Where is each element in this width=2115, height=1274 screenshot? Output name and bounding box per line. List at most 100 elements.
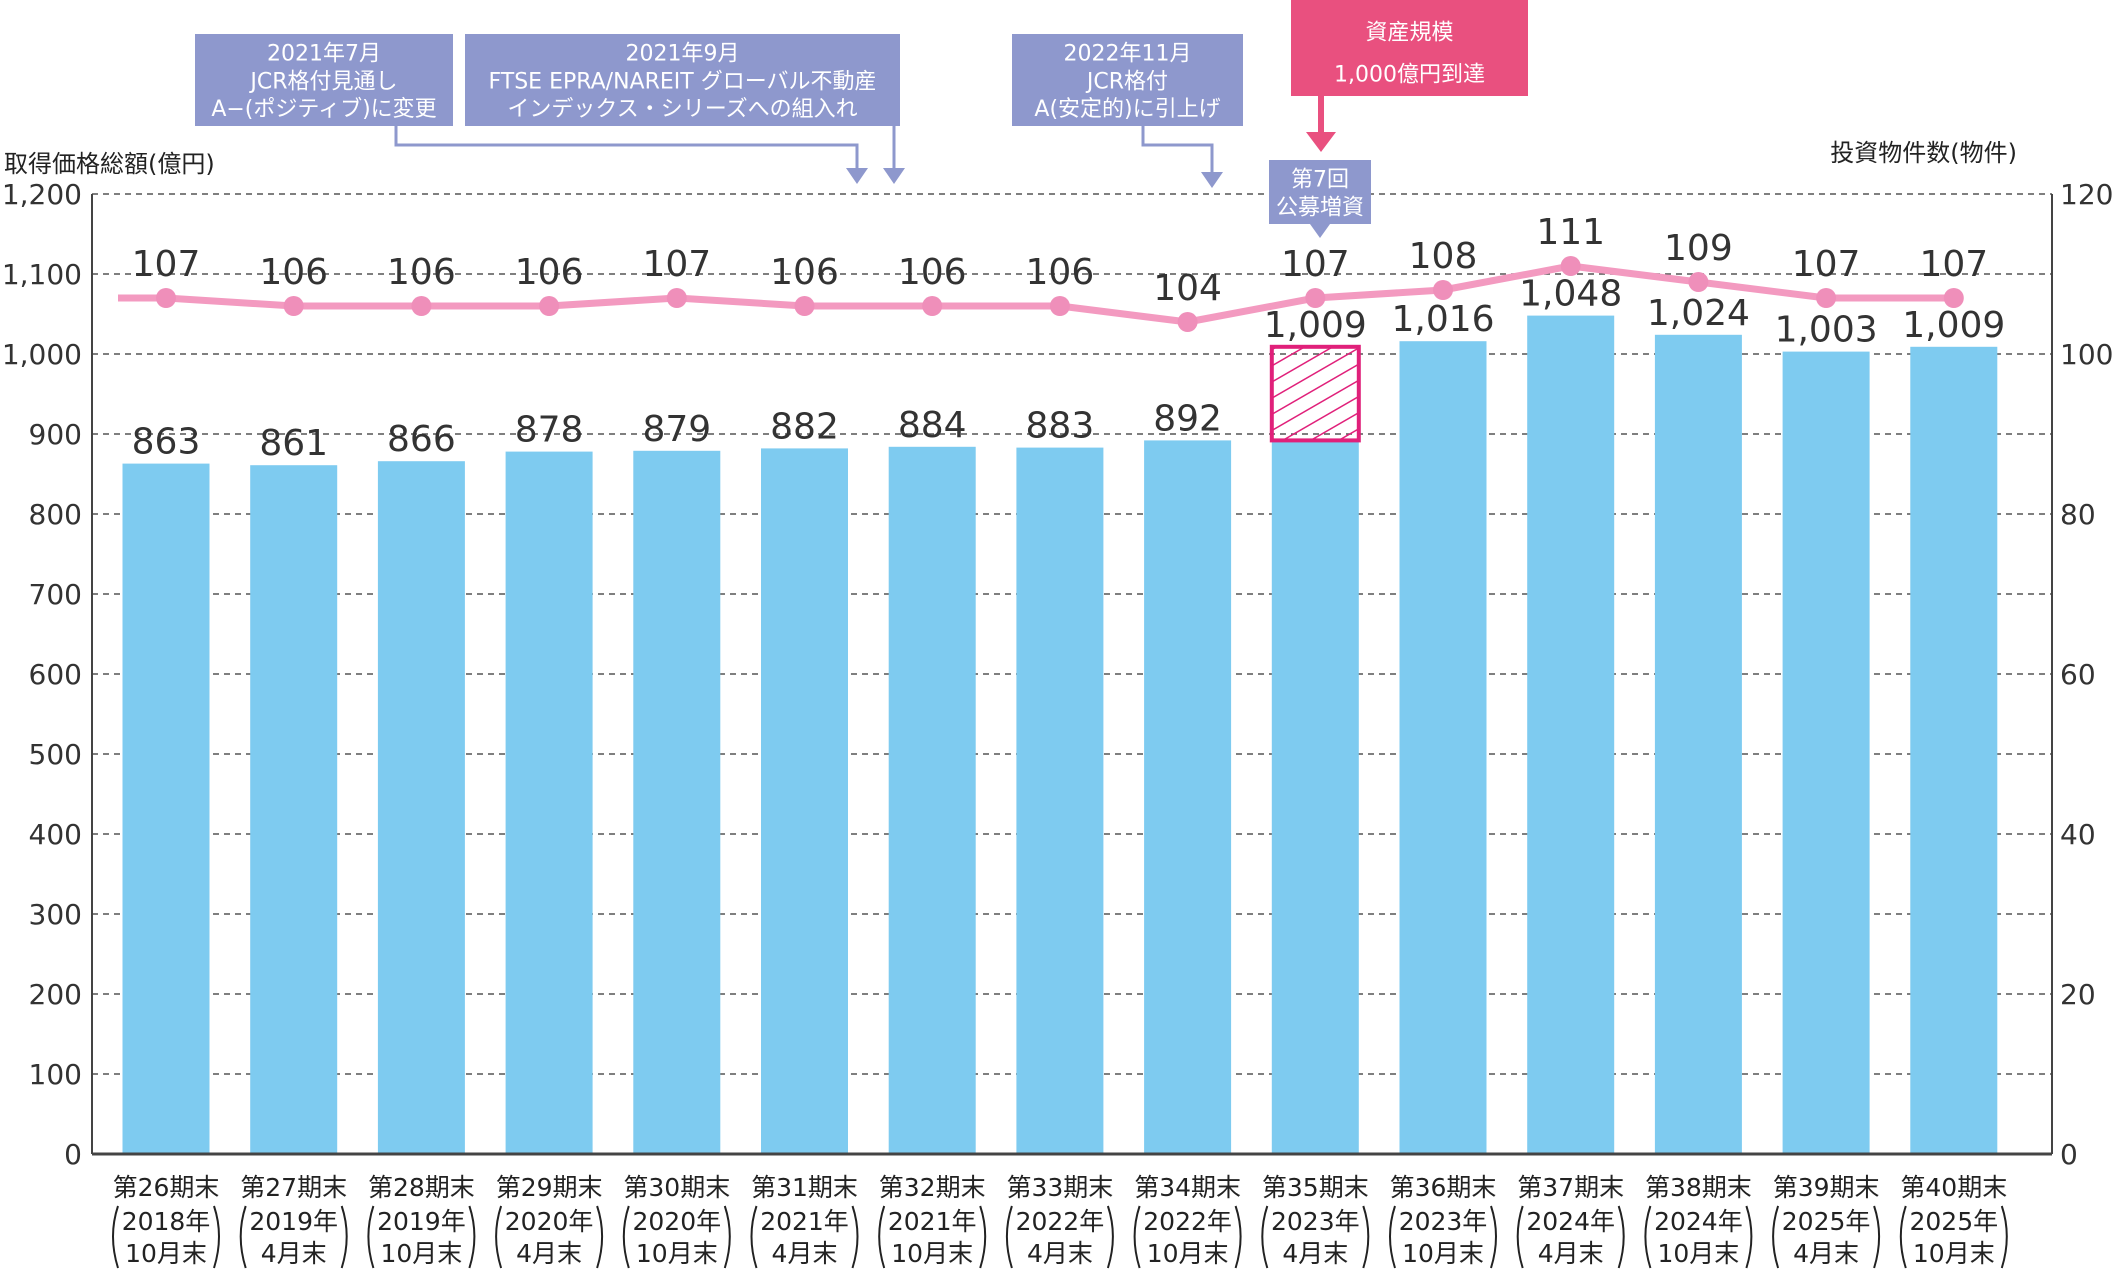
category-period: 第29期末 (496, 1173, 603, 1202)
count-marker (1305, 288, 1326, 308)
annotations: 2021年7月 JCR格付見通し A−(ポジティブ)に変更 2021年9月 FTSE E… (195, 0, 1528, 238)
bar (1271, 440, 1359, 1154)
axes: 01002003004005006007008009001,0001,1001,… (2, 178, 2114, 1171)
category-year: 2021年 (760, 1207, 849, 1236)
pointer-icon (1310, 224, 1330, 238)
open-paren (878, 1205, 886, 1269)
bar-value-label: 1,024 (1647, 293, 1750, 334)
bar-value-label: 1,003 (1775, 310, 1878, 351)
bar (1654, 334, 1742, 1154)
category-month: 10月末 (1657, 1239, 1739, 1268)
y-tick-label: 900 (29, 418, 82, 451)
category-period: 第38期末 (1645, 1173, 1752, 1202)
count-value-label: 111 (1536, 212, 1605, 253)
close-paren (851, 1205, 859, 1269)
count-marker (411, 296, 432, 316)
bar (250, 465, 338, 1154)
y-tick-label: 800 (29, 498, 82, 531)
category-month: 4月末 (1282, 1239, 1348, 1268)
close-paren (596, 1205, 604, 1269)
x-category-label: 第32期末 2021年 10月末 (878, 1173, 987, 1269)
open-paren (1899, 1205, 1907, 1269)
category-month: 10月末 (1147, 1239, 1229, 1268)
annotation-text: 資産規模 (1365, 21, 1453, 46)
left-axis-title: 取得価格総額(億円) (4, 150, 215, 178)
category-month: 4月末 (772, 1239, 838, 1268)
arrow-down-icon (1201, 172, 1223, 188)
count-value-label: 106 (770, 252, 839, 293)
close-paren (468, 1205, 476, 1269)
open-paren (1772, 1205, 1780, 1269)
annotation-text: A−(ポジティブ)に変更 (211, 97, 436, 122)
close-paren (1106, 1205, 1114, 1269)
annotation-text: A(安定的)に引上げ (1034, 97, 1220, 122)
count-line-path (118, 262, 1954, 326)
open-paren (750, 1205, 758, 1269)
open-paren (112, 1205, 119, 1269)
x-category-label: 第29期末 2020年 4月末 (495, 1173, 604, 1269)
bar (122, 463, 210, 1155)
category-period: 第28期末 (368, 1173, 475, 1202)
y-tick-label: 200 (29, 978, 82, 1011)
annotation-text: 第7回 (1291, 167, 1349, 192)
open-paren (1005, 1205, 1013, 1269)
category-month: 10月末 (891, 1239, 973, 1268)
bar-value-label: 892 (1153, 398, 1222, 439)
x-category-label: 第38期末 2024年 10月末 (1644, 1173, 1753, 1269)
category-period: 第35期末 (1262, 1173, 1369, 1202)
annotation-text: 公募増資 (1276, 195, 1364, 220)
x-category-label: 第39期末 2025年 4月末 (1772, 1173, 1881, 1269)
x-category-label: 第40期末 2025年 10月末 (1899, 1173, 2008, 1269)
x-category-label: 第28期末 2019年 10月末 (367, 1173, 476, 1269)
count-marker (1433, 280, 1453, 300)
count-marker (1688, 272, 1709, 292)
close-paren (1490, 1205, 1497, 1269)
category-period: 第31期末 (751, 1173, 858, 1202)
annotation-text: JCR格付 (1085, 69, 1168, 94)
category-period: 第34期末 (1134, 1173, 1241, 1202)
category-year: 2025年 (1782, 1207, 1871, 1236)
bar (1527, 315, 1615, 1155)
open-paren (1133, 1205, 1141, 1269)
close-paren (1362, 1205, 1370, 1269)
open-paren (1644, 1205, 1652, 1269)
y-tick-label: 300 (29, 898, 82, 931)
y2-tick-label: 0 (2060, 1138, 2078, 1171)
annotation-box: 資産規模 1,000億円到達 (1291, 0, 1528, 96)
category-year: 2024年 (1654, 1207, 1743, 1236)
bar-value-label: 882 (770, 406, 839, 447)
bar-value-label: 1,009 (1902, 305, 2005, 346)
y-tick-label: 500 (29, 738, 82, 771)
count-value-label: 109 (1664, 228, 1733, 269)
bar (1782, 351, 1870, 1155)
arrow-down-icon (883, 168, 905, 184)
bar-value-label: 879 (642, 409, 711, 450)
open-paren (1261, 1205, 1269, 1269)
count-value-label: 107 (132, 244, 201, 285)
y-tick-label: 1,200 (2, 178, 82, 211)
bars (122, 315, 1998, 1155)
right-axis-title: 投資物件数(物件) (1830, 139, 2017, 167)
annotation-text: 2022年11月 (1064, 41, 1192, 66)
bar-value-label: 884 (898, 405, 967, 446)
hatched-offering-segment (1269, 344, 1361, 443)
category-month: 4月末 (1793, 1239, 1859, 1268)
x-category-label: 第37期末 2024年 4月末 (1516, 1173, 1625, 1269)
open-paren (495, 1205, 503, 1269)
category-year: 2019年 (377, 1207, 466, 1236)
y-tick-label: 100 (29, 1058, 82, 1091)
count-marker (283, 296, 304, 316)
arrow-down-icon (846, 168, 868, 184)
y2-tick-label: 20 (2060, 978, 2096, 1011)
bar (377, 461, 465, 1154)
y-tick-label: 600 (29, 658, 82, 691)
category-year: 2018年 (122, 1207, 211, 1236)
bar (505, 451, 593, 1155)
connector-line (394, 126, 859, 172)
category-year: 2025年 (1909, 1207, 1998, 1236)
bar (633, 450, 721, 1154)
count-value-label: 107 (1281, 244, 1350, 285)
category-year: 2023年 (1271, 1207, 1360, 1236)
